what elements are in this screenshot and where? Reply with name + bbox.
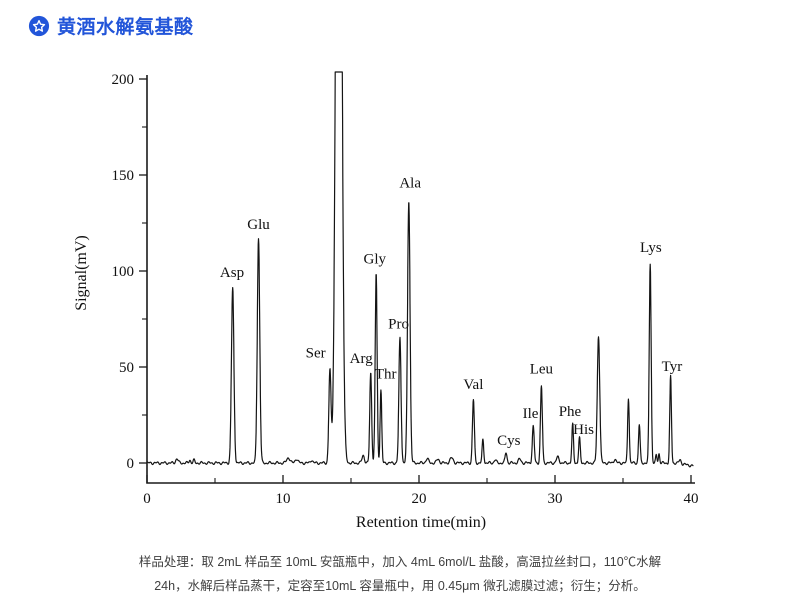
y-tick-label: 50 — [119, 360, 134, 376]
peak-label-lys: Lys — [640, 240, 662, 256]
y-tick-label: 0 — [127, 456, 135, 472]
peak-label-pro: Pro — [388, 317, 409, 333]
peak-label-ala: Ala — [399, 175, 421, 191]
page-header: 黄酒水解氨基酸 — [28, 12, 194, 39]
peak-label-phe: Phe — [559, 404, 582, 420]
x-tick-label: 0 — [143, 491, 151, 507]
x-axis-title: Retention time(min) — [356, 514, 486, 531]
peak-label-asp: Asp — [220, 265, 244, 281]
y-axis-title: Signal(mV) — [73, 235, 90, 311]
caption-line-1: 样品处理：取 2mL 样品至 10mL 安瓿瓶中，加入 4mL 6mol/L 盐… — [138, 555, 662, 569]
y-tick-label: 200 — [112, 72, 135, 88]
peak-label-arg: Arg — [350, 351, 374, 367]
y-tick-label: 100 — [112, 264, 135, 280]
peak-label-thr: Thr — [375, 367, 397, 383]
peak-label-tyr: Tyr — [662, 359, 683, 375]
sample-prep-caption: 样品处理：取 2mL 样品至 10mL 安瓿瓶中，加入 4mL 6mol/L 盐… — [75, 550, 725, 598]
x-tick-label: 40 — [684, 491, 699, 507]
x-tick-label: 20 — [412, 491, 427, 507]
peak-label-cys: Cys — [497, 433, 521, 449]
peak-label-gly: Gly — [364, 251, 387, 267]
peak-label-ser: Ser — [306, 345, 326, 361]
y-tick-label: 150 — [112, 168, 135, 184]
signal-trace — [146, 71, 694, 468]
peak-label-glu: Glu — [247, 217, 270, 233]
peak-label-val: Val — [463, 377, 483, 393]
x-tick-label: 10 — [276, 491, 291, 507]
x-tick-label: 30 — [548, 491, 563, 507]
peak-label-ile: Ile — [523, 406, 539, 422]
star-badge-icon — [28, 15, 50, 36]
peak-label-his: His — [573, 422, 594, 438]
peak-label-leu: Leu — [530, 362, 554, 378]
caption-line-2: 24h，水解后样品蒸干，定容至10mL 容量瓶中，用 0.45μm 微孔滤膜过滤… — [154, 579, 646, 593]
page-title: 黄酒水解氨基酸 — [57, 17, 194, 38]
